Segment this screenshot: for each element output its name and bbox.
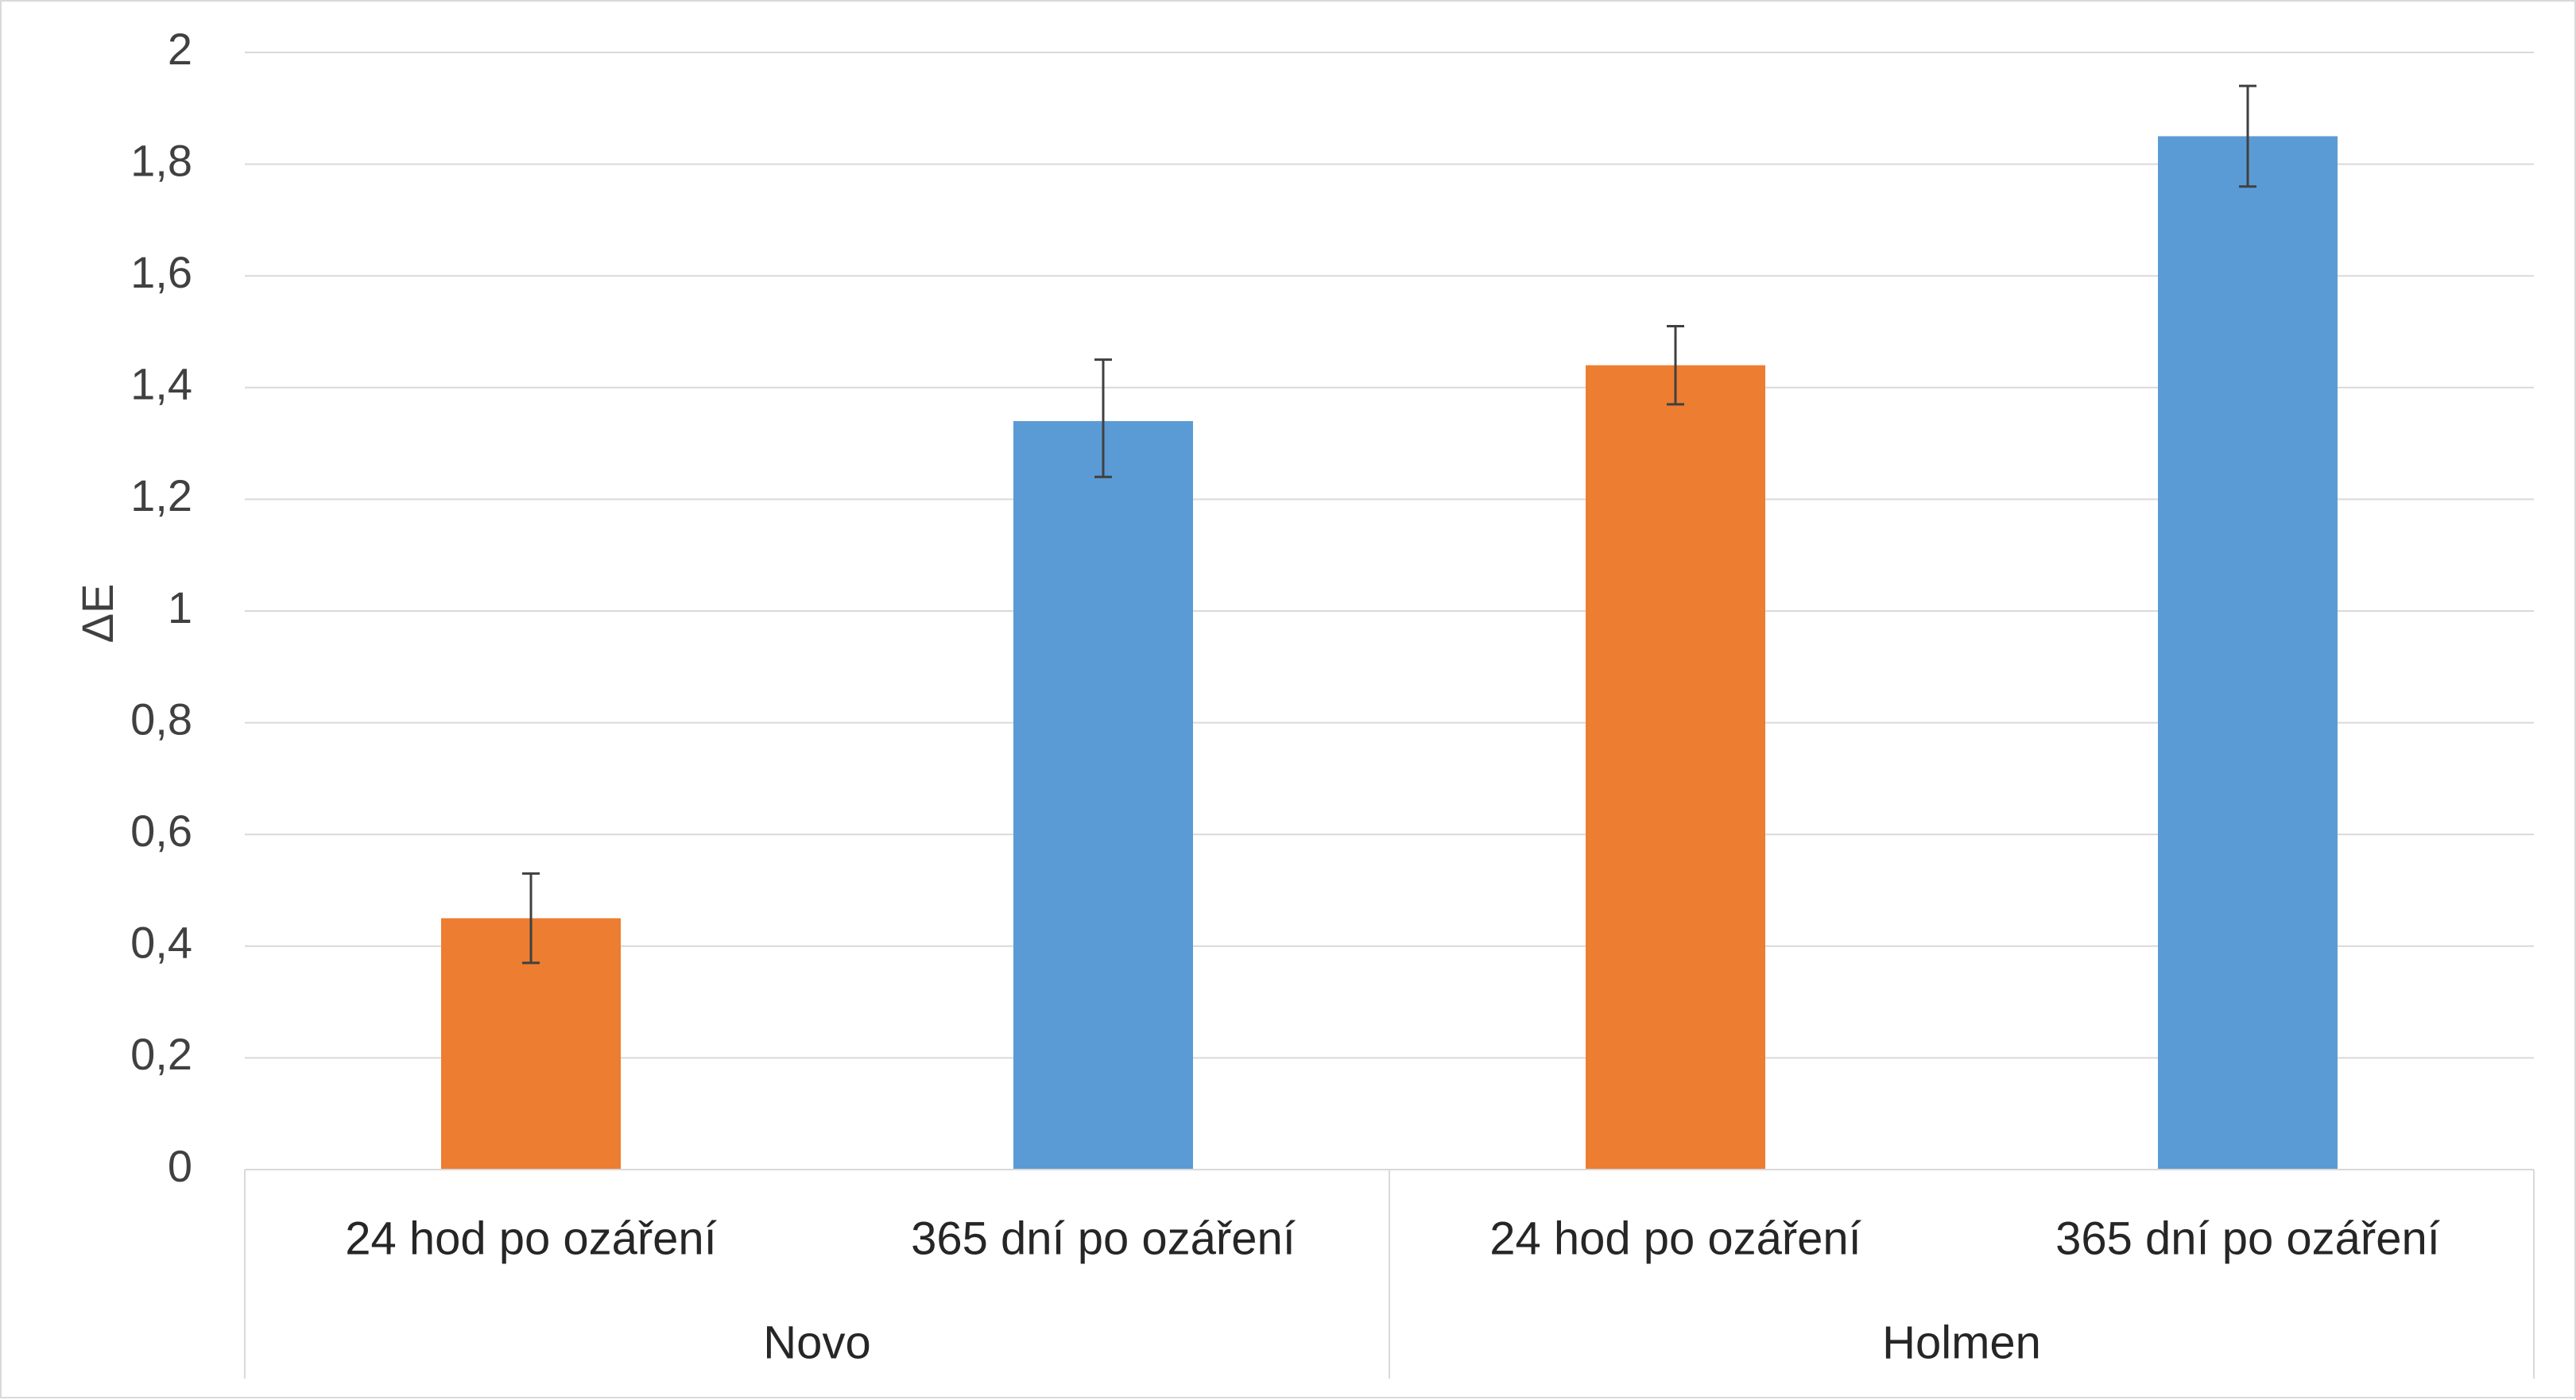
x-axis-groups: Novo Holmen <box>763 1317 2041 1368</box>
bars <box>441 136 2338 1170</box>
y-tick-label: 1,6 <box>130 247 192 297</box>
y-tick-label: 1 <box>168 582 192 632</box>
error-bars <box>522 84 2256 965</box>
y-tick-label: 0,4 <box>130 918 192 968</box>
bar <box>1013 420 1193 1170</box>
y-tick-label: 1,4 <box>130 359 192 409</box>
bar <box>1586 365 1765 1170</box>
y-tick-label: 2 <box>168 24 192 74</box>
error-bar <box>2239 84 2256 188</box>
x-category-label: 24 hod po ozáření <box>345 1212 717 1264</box>
gridlines <box>245 52 2534 1059</box>
error-bar <box>1667 324 1684 406</box>
y-axis-label: ΔE <box>72 584 122 644</box>
x-group-label: Holmen <box>1882 1317 2041 1368</box>
error-bar <box>1094 358 1112 478</box>
y-axis-ticks: 0 0,2 0,4 0,6 0,8 1 1,2 1,4 1,6 1,8 2 <box>130 24 192 1191</box>
y-tick-label: 0 <box>168 1141 192 1191</box>
error-bar <box>522 872 540 965</box>
y-tick-label: 0,8 <box>130 694 192 744</box>
x-category-label: 365 dní po ozáření <box>911 1212 1296 1264</box>
y-tick-label: 0,6 <box>130 806 192 856</box>
bar <box>2158 136 2338 1170</box>
y-tick-label: 0,2 <box>130 1029 192 1079</box>
x-category-label: 24 hod po ozáření <box>1489 1212 1861 1264</box>
x-axis-categories: 24 hod po ozáření 365 dní po ozáření 24 ho… <box>345 1212 2440 1264</box>
x-group-label: Novo <box>763 1317 870 1368</box>
x-axis <box>244 1169 2535 1379</box>
y-tick-label: 1,2 <box>130 470 192 520</box>
y-tick-label: 1,8 <box>130 135 192 185</box>
x-category-label: 365 dní po ozáření <box>2055 1212 2440 1264</box>
